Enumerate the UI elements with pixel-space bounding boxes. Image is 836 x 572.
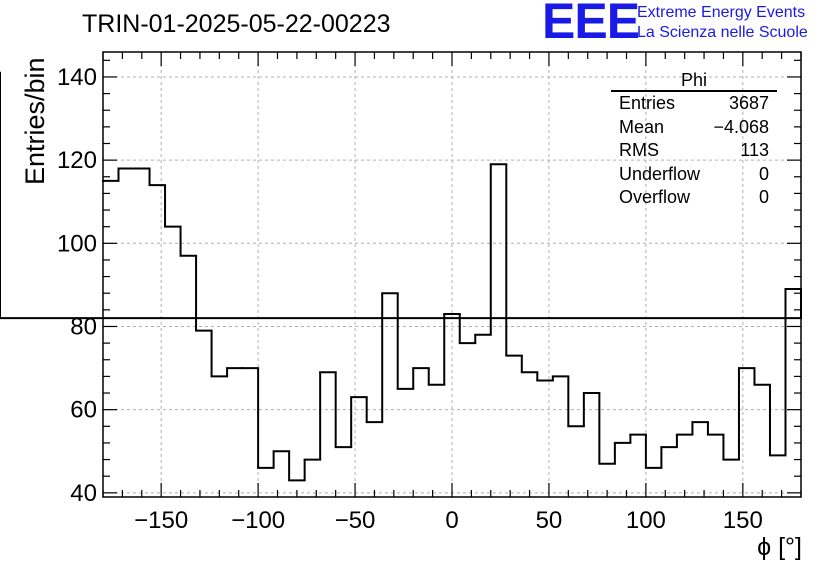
chart-title: TRIN-01-2025-05-22-00223 bbox=[82, 10, 391, 38]
logo-subtitle-line2: La Scienza nelle Scuole bbox=[637, 24, 808, 41]
stats-row-rms: RMS 113 bbox=[611, 139, 777, 163]
x-tick-label: 100 bbox=[626, 507, 666, 534]
stats-label: Underflow bbox=[619, 163, 701, 184]
y-tick-label: 100 bbox=[57, 230, 97, 257]
stats-value: 113 bbox=[740, 140, 769, 160]
stats-box: Phi Entries 3687 Mean −4.068 RMS 113 Und… bbox=[611, 70, 777, 210]
stats-label: Mean bbox=[619, 116, 665, 137]
x-tick-label: −150 bbox=[134, 507, 188, 534]
y-tick-label: 60 bbox=[70, 397, 97, 424]
y-tick-label: 140 bbox=[57, 64, 97, 91]
stats-row-mean: Mean −4.068 bbox=[611, 116, 777, 140]
stats-row-overflow: Overflow 0 bbox=[611, 186, 777, 210]
stats-label: RMS bbox=[619, 140, 659, 160]
histogram-bars bbox=[0, 71, 802, 482]
y-tick-label: 120 bbox=[57, 147, 97, 174]
stats-value: 0 bbox=[758, 163, 769, 184]
stats-value: 3687 bbox=[728, 93, 769, 113]
stats-row-entries: Entries 3687 bbox=[611, 92, 777, 116]
x-tick-label: −100 bbox=[231, 507, 285, 534]
y-tick-label: 40 bbox=[70, 480, 97, 507]
stats-value: −4.068 bbox=[713, 116, 769, 137]
x-tick-label: 0 bbox=[445, 507, 458, 534]
x-tick-label: 50 bbox=[536, 507, 563, 534]
eee-logo: EEE bbox=[542, 0, 640, 49]
stats-row-underflow: Underflow 0 bbox=[611, 163, 777, 187]
logo-subtitle-line1: Extreme Energy Events bbox=[637, 4, 806, 21]
x-tick-label: 150 bbox=[723, 507, 763, 534]
axes: −150 −100 −50 0 50 100 150 40 60 80 100 120 140 bbox=[57, 51, 802, 534]
y-axis-label: Entries/bin bbox=[20, 57, 50, 185]
stats-label: Overflow bbox=[619, 187, 691, 207]
stats-label: Entries bbox=[619, 93, 676, 113]
y-tick-label: 80 bbox=[70, 313, 97, 340]
stats-value: 0 bbox=[758, 187, 769, 207]
stats-title: Phi bbox=[611, 70, 777, 92]
x-axis-label: ϕ [°] bbox=[757, 533, 802, 561]
x-tick-label: −50 bbox=[335, 507, 376, 534]
